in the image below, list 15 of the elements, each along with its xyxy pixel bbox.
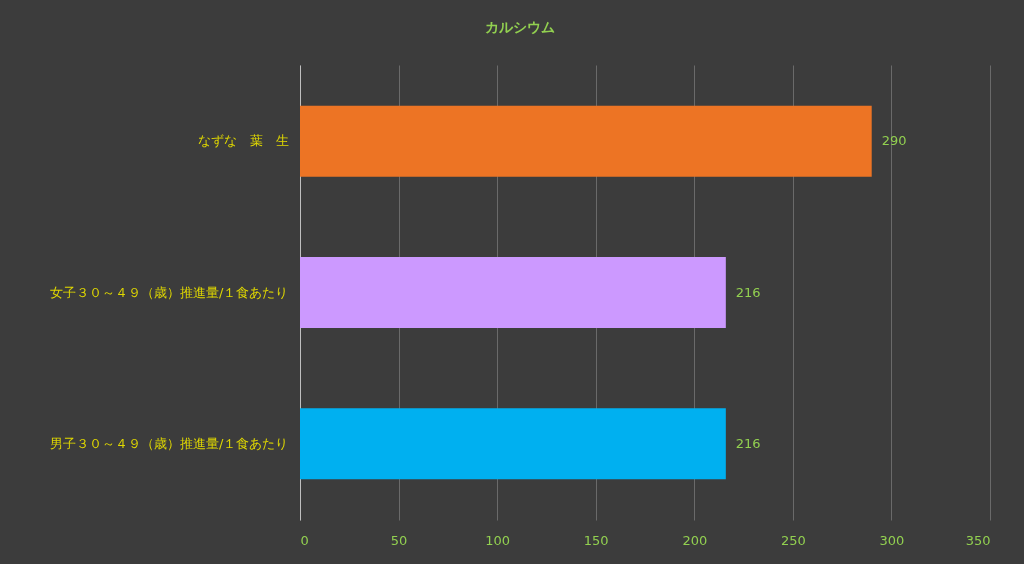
x-tick-label: 150 [583,532,609,548]
x-tick-label: 200 [682,532,708,548]
y-tick-label: なずな 葉 生 [197,133,289,149]
data-label: 216 [735,435,761,451]
x-tick-label: 100 [485,532,511,548]
x-tick-label: 50 [390,532,408,548]
data-label: 216 [735,284,761,300]
y-tick-label: 女子３０～４９（歳）推進量/１食あたり [50,284,289,300]
y-tick-label: 男子３０～４９（歳）推進量/１食あたり [50,435,289,451]
x-tick-label: 300 [879,532,905,548]
x-tick-label: 250 [780,532,806,548]
chart-title: カルシウム [484,19,555,35]
data-label: 290 [881,133,907,149]
x-tick-label: 350 [965,532,991,548]
x-tick-label: 0 [300,532,309,548]
